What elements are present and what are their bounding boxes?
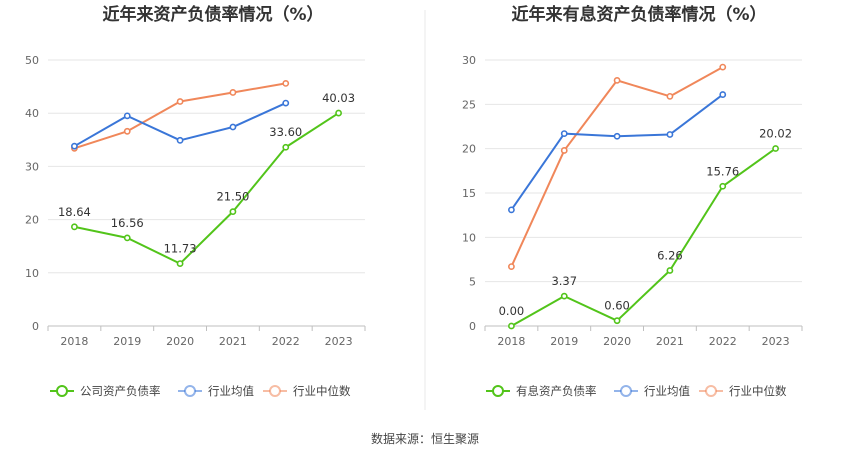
legend-item[interactable]: 公司资产负债率 bbox=[50, 384, 161, 398]
legend-marker-icon bbox=[492, 385, 504, 397]
legend-marker-icon bbox=[184, 385, 196, 397]
data-point bbox=[560, 147, 568, 154]
y-tick-label: 5 bbox=[469, 276, 476, 289]
data-point bbox=[335, 109, 342, 117]
legend-marker-icon bbox=[269, 385, 281, 397]
legend-label: 公司资产负债率 bbox=[80, 384, 161, 398]
data-point bbox=[176, 260, 184, 267]
y-tick-label: 10 bbox=[25, 267, 39, 280]
data-point bbox=[282, 143, 290, 151]
legend-label: 行业均值 bbox=[644, 384, 690, 398]
y-tick-label: 40 bbox=[25, 107, 39, 120]
data-point bbox=[613, 76, 621, 84]
chart-left: 0 10 20 30 40 50 2018 2019 2020 2021 2022 2023 18.64… bbox=[25, 54, 366, 398]
data-point bbox=[71, 223, 78, 231]
data-point bbox=[229, 208, 237, 216]
series-line bbox=[510, 147, 777, 327]
data-point bbox=[229, 123, 237, 131]
data-point bbox=[176, 136, 184, 144]
data-point bbox=[719, 63, 727, 71]
legend-marker-icon bbox=[620, 385, 632, 397]
data-label: 6.26 bbox=[657, 248, 683, 262]
x-tick-label: 2020 bbox=[166, 335, 194, 348]
data-point bbox=[508, 322, 515, 330]
series-line bbox=[74, 112, 340, 265]
data-label: 3.37 bbox=[551, 274, 577, 288]
data-point bbox=[282, 99, 290, 107]
data-point bbox=[123, 112, 131, 120]
source-note: 数据来源：恒生聚源 bbox=[371, 431, 479, 446]
y-tick-label: 25 bbox=[462, 98, 476, 111]
y-tick-label: 10 bbox=[462, 231, 476, 244]
data-point bbox=[772, 145, 779, 152]
legend-label: 行业中位数 bbox=[293, 384, 351, 398]
data-point bbox=[666, 267, 674, 274]
data-label: 33.60 bbox=[269, 125, 302, 139]
data-label: 15.76 bbox=[706, 164, 739, 178]
x-tick-label: 2023 bbox=[325, 335, 353, 348]
legend-item[interactable]: 行业中位数 bbox=[263, 384, 351, 398]
data-label: 0.00 bbox=[499, 304, 525, 318]
x-tick-label: 2018 bbox=[60, 335, 88, 348]
data-point bbox=[176, 98, 184, 105]
data-label: 16.56 bbox=[111, 216, 144, 230]
y-tick-label: 0 bbox=[469, 320, 476, 333]
data-point bbox=[282, 80, 290, 87]
data-point bbox=[719, 91, 727, 98]
x-tick-label: 2020 bbox=[603, 335, 631, 348]
x-tick-label: 2021 bbox=[219, 335, 247, 348]
x-tick-label: 2018 bbox=[497, 335, 525, 348]
x-tick-label: 2022 bbox=[709, 335, 737, 348]
legend-item[interactable]: 行业均值 bbox=[614, 384, 690, 398]
data-point bbox=[123, 234, 131, 242]
data-point bbox=[719, 182, 727, 190]
data-point bbox=[666, 131, 674, 138]
x-tick-label: 2019 bbox=[113, 335, 141, 348]
y-tick-label: 0 bbox=[32, 320, 39, 333]
legend-item[interactable]: 行业均值 bbox=[178, 384, 254, 398]
chart-title-left: 近年来资产负债率情况（%） bbox=[102, 4, 323, 25]
data-point bbox=[560, 292, 568, 300]
legend-item[interactable]: 行业中位数 bbox=[699, 384, 787, 398]
chart-title-right: 近年来有息资产负债率情况（%） bbox=[511, 4, 766, 25]
data-point bbox=[666, 92, 674, 100]
y-tick-label: 20 bbox=[462, 143, 476, 156]
y-tick-label: 15 bbox=[462, 187, 476, 200]
data-label: 11.73 bbox=[164, 242, 197, 256]
x-tick-label: 2023 bbox=[762, 335, 790, 348]
legend-marker-icon bbox=[56, 385, 68, 397]
data-point bbox=[123, 127, 131, 135]
legend-item[interactable]: 有息资产负债率 bbox=[486, 384, 597, 398]
legend-label: 行业中位数 bbox=[729, 384, 787, 398]
y-tick-label: 50 bbox=[25, 54, 39, 67]
y-tick-label: 30 bbox=[25, 160, 39, 173]
data-point bbox=[613, 317, 621, 325]
data-point bbox=[560, 130, 568, 137]
data-point bbox=[508, 263, 515, 270]
data-point bbox=[71, 142, 78, 150]
data-label: 0.60 bbox=[604, 299, 630, 313]
data-label: 18.64 bbox=[58, 205, 91, 219]
data-point bbox=[229, 89, 237, 96]
x-tick-label: 2022 bbox=[272, 335, 300, 348]
data-label: 20.02 bbox=[759, 126, 792, 140]
x-tick-label: 2021 bbox=[656, 335, 684, 348]
x-tick-label: 2019 bbox=[550, 335, 578, 348]
data-point bbox=[613, 132, 621, 140]
data-label: 21.50 bbox=[216, 190, 249, 204]
y-tick-label: 20 bbox=[25, 214, 39, 227]
legend-marker-icon bbox=[705, 385, 717, 397]
data-point bbox=[508, 206, 515, 214]
chart-right: 0 5 10 15 20 25 30 2018 2019 2020 2021 2022 2023 0.00… bbox=[462, 54, 803, 398]
legend-label: 行业均值 bbox=[208, 384, 254, 398]
y-tick-label: 30 bbox=[462, 54, 476, 67]
data-label: 40.03 bbox=[322, 91, 355, 105]
legend-label: 有息资产负债率 bbox=[516, 384, 597, 398]
